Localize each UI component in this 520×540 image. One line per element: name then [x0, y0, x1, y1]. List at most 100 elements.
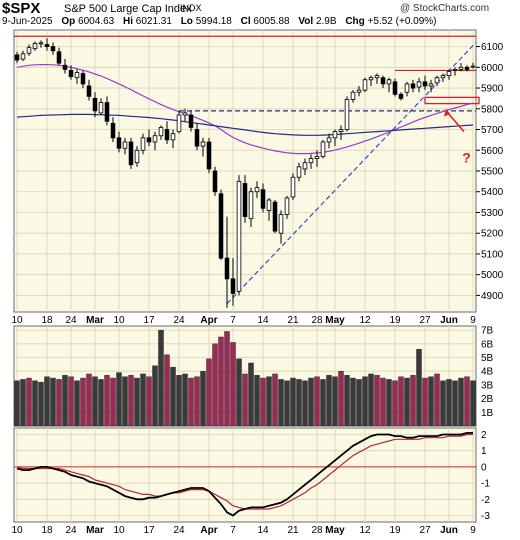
volume-bar: [254, 375, 260, 427]
volume-bar: [290, 377, 296, 427]
quote-date: 9-Jun-2025: [2, 16, 53, 27]
x-tick-label-macd: Mar: [86, 525, 104, 536]
candle-body: [152, 135, 158, 143]
x-tick-label-macd: Apr: [200, 525, 217, 536]
open-label: Op: [61, 16, 76, 27]
candle-body: [266, 199, 272, 211]
volume-bar: [134, 377, 140, 427]
x-tick-label-price: 17: [143, 315, 155, 326]
volume-bar: [440, 380, 446, 427]
candle-body: [182, 112, 188, 116]
volume-bar: [350, 377, 356, 427]
volume-bar: [104, 375, 110, 427]
volume-bar: [182, 373, 188, 427]
candle-body: [68, 70, 74, 78]
high-value: 6021.31: [135, 16, 172, 27]
candle-body: [464, 66, 470, 70]
candle-body: [200, 141, 206, 147]
candle-body: [326, 137, 332, 143]
candle-body: [350, 91, 356, 100]
quote-row: 9-Jun-2025 Op 6004.63 Hi 6021.31 Lo 5994…: [2, 16, 437, 27]
candle-body: [290, 176, 296, 198]
volume-bar: [56, 379, 62, 427]
candle-body: [398, 93, 404, 99]
volume-bar: [362, 376, 368, 427]
volume-bar: [20, 379, 26, 427]
volume-bar: [458, 377, 464, 427]
x-tick-label-macd: 9: [470, 525, 476, 536]
volume-bar: [272, 373, 278, 427]
volume-bar: [452, 380, 458, 427]
candle-body: [80, 73, 86, 85]
volume-bar: [410, 375, 416, 427]
volume-bar: [266, 376, 272, 427]
candle-body: [308, 158, 314, 164]
volume-bar: [374, 375, 380, 427]
y-tick-label: 5600: [481, 146, 504, 157]
volume-bar: [392, 380, 398, 427]
x-tick-label-macd: 10: [113, 525, 125, 536]
candle-body: [104, 102, 110, 122]
candle-body: [20, 53, 26, 60]
exchange-label: INDX: [180, 3, 202, 13]
y-tick-label: 5400: [481, 187, 504, 198]
volume-bar: [308, 377, 314, 427]
volume-bar: [98, 379, 104, 427]
x-tick-label-price: 10: [11, 315, 23, 326]
candle-body: [452, 68, 458, 71]
macd-tick-label: 2: [481, 430, 487, 441]
volume-bar: [338, 371, 344, 427]
candle-body: [248, 191, 254, 220]
candle-body: [470, 65, 476, 68]
x-tick-label-price: 24: [65, 315, 77, 326]
volume-bar: [416, 349, 422, 427]
candle-body: [110, 122, 116, 139]
candle-body: [206, 141, 212, 170]
change-value: +5.52 (+0.09%): [367, 16, 437, 27]
open-value: 6004.63: [78, 16, 115, 27]
x-tick-label-macd: 17: [143, 525, 155, 536]
x-tick-label-price: 28: [311, 315, 323, 326]
x-tick-label-macd: 24: [173, 525, 185, 536]
candle-body: [176, 114, 182, 133]
x-tick-label-price: 18: [41, 315, 53, 326]
volume-tick-label: 5B: [481, 353, 494, 364]
x-tick-label-price: 9: [470, 315, 476, 326]
candle-body: [278, 214, 284, 234]
candle-body: [416, 81, 422, 88]
candle-body: [164, 129, 170, 141]
x-tick-label-macd: 7: [230, 525, 236, 536]
volume-bar: [44, 376, 50, 427]
candle-body: [44, 44, 50, 47]
ma-200-line: [16, 113, 474, 136]
candle-body: [392, 81, 398, 95]
macd-line: [16, 432, 473, 517]
annotation-question-mark: ?: [462, 150, 471, 166]
macd-tick-label: -1: [481, 479, 490, 490]
x-tick-label-price: Jun: [440, 315, 458, 326]
close-value: 6005.88: [253, 16, 290, 27]
candle-body: [170, 133, 176, 141]
volume-bar: [212, 343, 218, 427]
x-tick-label-price: 12: [359, 315, 371, 326]
volume-bar: [368, 373, 374, 427]
x-tick-label-macd: 21: [287, 525, 299, 536]
volume-bar: [74, 380, 80, 427]
y-tick-label: 5100: [481, 249, 504, 260]
x-tick-label-price: 27: [419, 315, 431, 326]
high-label: Hi: [122, 16, 133, 27]
volume-bar: [320, 379, 326, 427]
macd-tick-label: -3: [481, 511, 490, 522]
x-tick-label-macd: 27: [419, 525, 431, 536]
volume-bar: [422, 377, 428, 427]
candle-body: [368, 77, 374, 81]
candle-body: [14, 54, 20, 61]
volume-bar: [230, 342, 236, 427]
x-tick-label-macd: 18: [41, 525, 53, 536]
candle-body: [386, 79, 392, 85]
candle-body: [356, 89, 362, 93]
candle-body: [38, 42, 44, 45]
volume-bar: [398, 376, 404, 427]
candle-body: [338, 129, 344, 133]
x-tick-label-price: Mar: [86, 315, 104, 326]
